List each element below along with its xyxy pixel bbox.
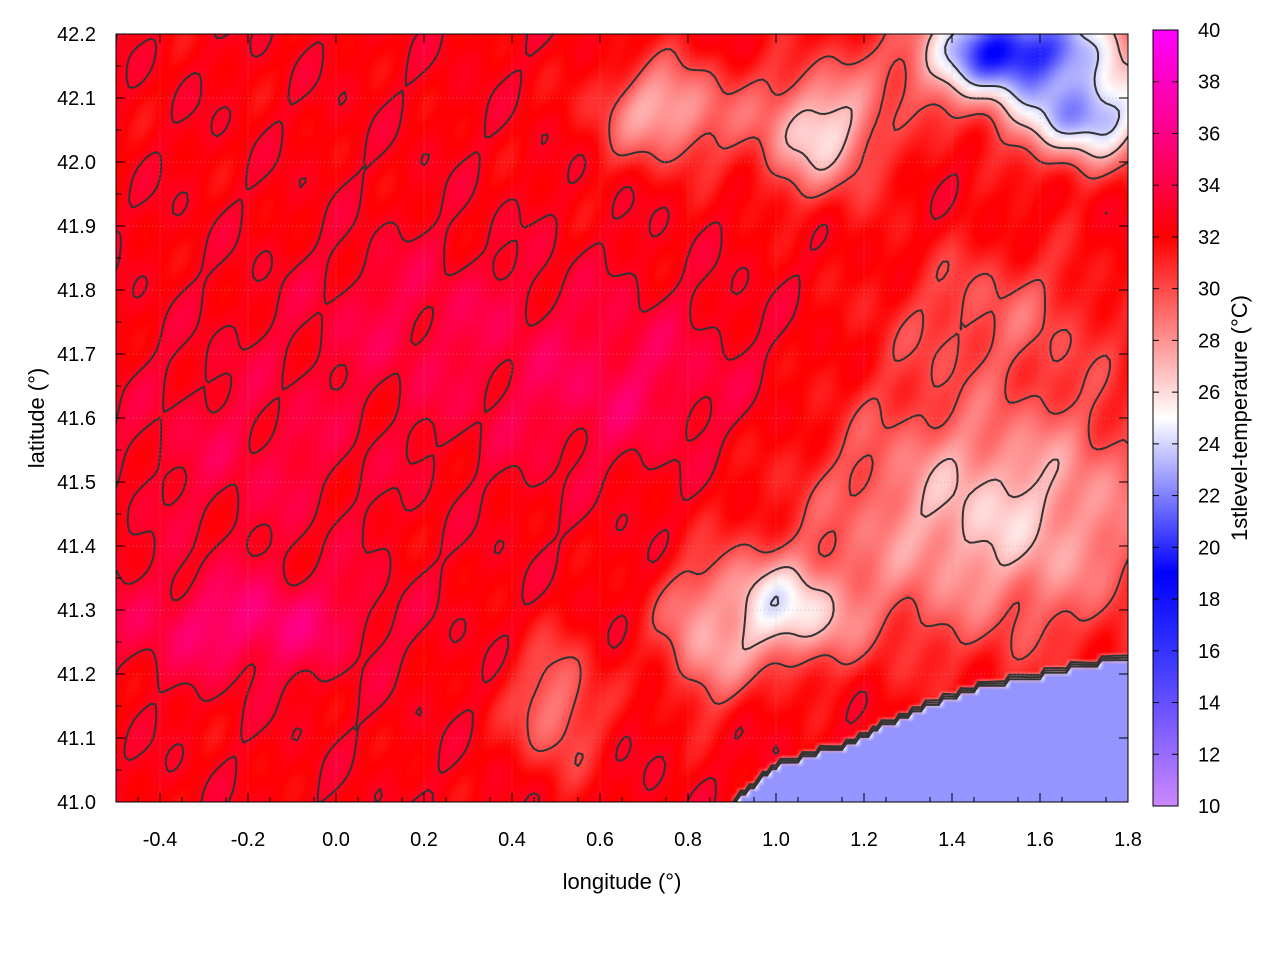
- colorbar-tick-label: 12: [1198, 744, 1220, 766]
- y-tick-label: 42.1: [57, 88, 96, 110]
- x-tick-label: 1.8: [1114, 829, 1142, 851]
- y-tick-label: 41.9: [57, 216, 96, 238]
- y-tick-label: 41.8: [57, 280, 96, 302]
- x-tick-label: 0.2: [410, 829, 438, 851]
- x-tick-label: 0.8: [674, 829, 702, 851]
- colorbar-tick-label: 18: [1198, 589, 1220, 611]
- colorbar-tick-label: 22: [1198, 486, 1220, 508]
- contour-line-33: [116, 34, 1108, 802]
- y-tick-label: 41.5: [57, 472, 96, 494]
- contour-lines: [116, 34, 1128, 802]
- colorbar-tick-label: 20: [1198, 537, 1220, 559]
- y-tick-label: 41.2: [57, 664, 96, 686]
- y-axis-title: latitude (°): [24, 368, 49, 469]
- x-tick-label: 1.2: [850, 829, 878, 851]
- colorbar-tick-label: 10: [1198, 796, 1220, 818]
- y-tick-label: 41.0: [57, 792, 96, 814]
- y-tick-label: 41.1: [57, 728, 96, 750]
- x-tick-label: 0.4: [498, 829, 526, 851]
- colorbar: [1152, 29, 1179, 807]
- contour-line-24: [734, 34, 1128, 802]
- colorbar-tick-label: 16: [1198, 641, 1220, 663]
- x-tick-label: 0.0: [322, 829, 350, 851]
- colorbar-tick-label: 40: [1198, 20, 1220, 42]
- colorbar-tick-label: 36: [1198, 123, 1220, 145]
- x-tick-label: -0.4: [143, 829, 177, 851]
- y-tick-label: 41.6: [57, 408, 96, 430]
- contour-line-27: [733, 34, 1128, 802]
- y-tick-label: 41.3: [57, 600, 96, 622]
- x-tick-label: 1.0: [762, 829, 790, 851]
- y-tick-label: 42.2: [57, 24, 96, 46]
- colorbar-axis: 10 12 14 16 18 20 22 24 26 28 30 32 34 36 38 40: [1153, 20, 1220, 818]
- x-tick-label: -0.2: [231, 829, 265, 851]
- colorbar-tick-label: 26: [1198, 382, 1220, 404]
- y-tick-label: 41.4: [57, 536, 96, 558]
- x-tick-label: 1.6: [1026, 829, 1054, 851]
- colorbar-tick-label: 24: [1198, 434, 1220, 456]
- colorbar-title: 1stlevel-temperature (°C): [1227, 295, 1252, 541]
- colorbar-tick-label: 34: [1198, 175, 1220, 197]
- y-axis: 41.0 41.1 41.2 41.3 41.4 41.5 41.6 41.7 41.8 41.9…: [57, 24, 1128, 814]
- colorbar-tick-label: 28: [1198, 330, 1220, 352]
- colorbar-tick-label: 38: [1198, 72, 1220, 94]
- colorbar-tick-label: 32: [1198, 227, 1220, 249]
- colorbar-tick-label: 14: [1198, 693, 1220, 715]
- x-axis-title: longitude (°): [563, 869, 682, 894]
- x-axis: -0.4 -0.2 0.0 0.2 0.4 0.6 0.8 1.0 1.2 1.4 1.6 1.8: [137, 34, 1142, 851]
- y-tick-label: 41.7: [57, 344, 96, 366]
- colorbar-tick-label: 30: [1198, 279, 1220, 301]
- x-tick-label: 0.6: [586, 829, 614, 851]
- x-tick-label: 1.4: [938, 829, 966, 851]
- y-tick-label: 42.0: [57, 152, 96, 174]
